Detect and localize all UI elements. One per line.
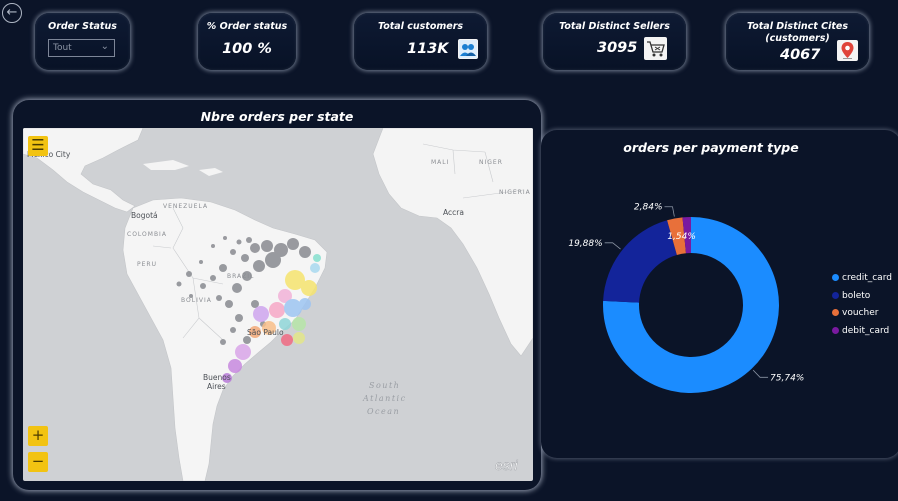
label-niger: NIGER [479,159,503,166]
order-status-dropdown[interactable]: Tout ⌄ [48,39,115,57]
donut-slice-debit-card[interactable] [682,217,691,254]
map-title: Nbre orders per state [200,109,354,124]
data-label-debit-card: 1,54% [667,232,696,242]
label-buenos: Buenos [203,373,231,382]
legend-dot [832,291,839,299]
label-venezuela: VENEZUELA [163,203,208,210]
total-sellers-card: Total Distinct Sellers 3095 [543,13,686,70]
zoom-in-button[interactable]: + [28,426,48,446]
customers-icon [458,39,478,59]
label-accra: Accra [443,208,464,217]
order-status-filter-card: Order Status Tout ⌄ [35,13,130,70]
label-brazil: BRAZIL [227,273,254,280]
label-bogota: Bogotá [131,211,158,220]
payment-chart-title: orders per payment type [623,140,799,155]
map-view[interactable]: Mexico City Bogotá VENEZUELA COLOMBIA PE… [23,128,533,481]
orders-per-payment-type-card: orders per payment type 75,74% 19,88% 2,84… [541,130,898,458]
donut-slice-voucher[interactable] [667,217,686,255]
label-ocean-3: Ocean [367,407,400,416]
map-canvas: Mexico City Bogotá VENEZUELA COLOMBIA PE… [23,128,533,481]
total-cities-title-line2: (customers) [765,33,830,44]
chevron-down-icon: ⌄ [100,41,109,52]
total-cities-value: 4067 [780,47,821,63]
label-nigeria: NIGERIA [499,189,531,196]
location-pin-icon [837,40,858,61]
order-status-pct-title: % Order status [206,21,288,32]
label-mali: MALI [431,159,449,166]
legend-item-debit-card[interactable]: debit_card [832,326,889,336]
data-label-boleto: 19,88% [568,239,602,249]
legend-dot [832,326,839,334]
legend-item-voucher[interactable]: voucher [832,308,878,318]
legend-dot [832,309,839,316]
legend-label: voucher [842,308,879,318]
label-colombia: COLOMBIA [127,231,167,238]
total-sellers-value: 3095 [597,40,638,56]
data-label-voucher: 2,84% [634,203,663,213]
donut-slice-credit-card[interactable] [603,217,779,394]
order-status-title: Order Status [48,21,117,32]
total-customers-card: Total customers 113K [354,13,487,70]
leader-line-voucher [664,206,675,217]
legend-item-boleto[interactable]: boleto [832,291,870,301]
total-cities-title: Total Distinct Cites (customers) [726,21,869,45]
donut-slice-boleto[interactable] [603,220,677,303]
label-ocean-1: South [369,381,400,390]
legend-item-credit-card[interactable]: credit_card [832,273,892,283]
data-label-credit-card: 75,74% [770,373,804,383]
legend-dot [832,274,839,281]
label-mexico-city: Mexico City [27,150,71,159]
label-sao-paulo: São Paulo [247,328,284,337]
total-cities-title-line1: Total Distinct Cites [746,21,848,32]
leader-line-boleto [604,242,621,250]
order-status-selected: Tout [53,43,72,53]
label-peru: PERU [137,261,157,268]
total-customers-value: 113K [407,41,449,57]
hamburger-menu-icon[interactable]: ☰ [28,136,48,156]
total-customers-title: Total customers [377,21,464,32]
label-aires: Aires [207,382,226,391]
total-cities-card: Total Distinct Cites (customers) 4067 [726,13,869,70]
legend-label: credit_card [842,273,892,283]
leader-line-credit-card [752,369,769,378]
legend-label: boleto [842,290,871,301]
esri-logo: esri [495,457,518,473]
order-status-pct-card: % Order status 100 % [198,13,296,70]
legend-label: debit_card [842,325,890,336]
donut-chart: 75,74% 19,88% 2,84% 1,54% [568,203,804,394]
order-status-pct-value: 100 % [222,41,272,57]
total-sellers-title: Total Distinct Sellers [559,21,670,32]
shopping-cart-icon [644,37,667,60]
orders-per-state-map-card: Nbre orders per state [13,100,541,490]
label-bolivia: BOLIVIA [181,297,212,304]
back-arrow-icon[interactable]: ← [2,3,22,23]
zoom-out-button[interactable]: − [28,452,48,472]
label-ocean-2: Atlantic [362,394,407,403]
